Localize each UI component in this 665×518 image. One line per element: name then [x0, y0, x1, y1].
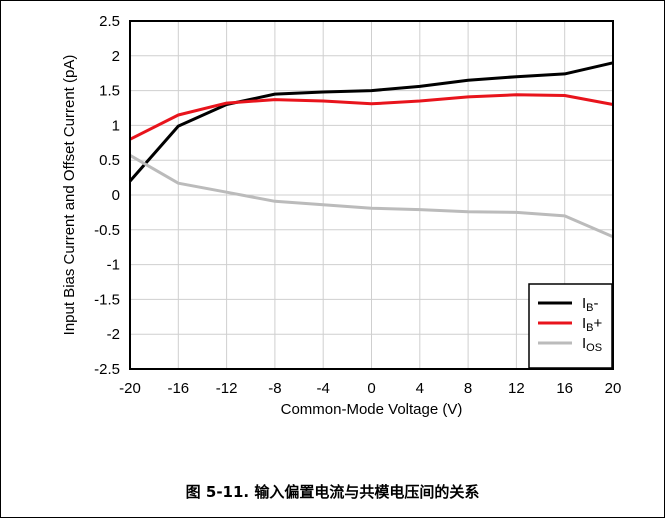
y-axis-title: Input Bias Current and Offset Current (p… — [61, 55, 78, 336]
x-tick-label: 0 — [367, 380, 375, 397]
x-tick-label: -8 — [268, 380, 281, 397]
legend-label: IOS — [582, 335, 602, 354]
y-tick-label: 1 — [112, 117, 120, 134]
y-tick-label: -0.5 — [94, 222, 120, 239]
legend-label: IB+ — [582, 315, 603, 334]
y-tick-label: -2.5 — [94, 361, 120, 378]
plot-area-border — [129, 20, 614, 370]
x-tick-label: -4 — [317, 380, 330, 397]
x-tick-label: -12 — [216, 380, 238, 397]
series-line-ib — [128, 61, 614, 183]
y-tick-label: 0 — [112, 187, 120, 204]
x-tick-label: 20 — [605, 380, 622, 397]
x-axis-title: Common-Mode Voltage (V) — [281, 401, 463, 418]
x-tick-label: -20 — [119, 380, 141, 397]
y-tick-label: 0.5 — [99, 152, 120, 169]
series-line-ib — [129, 93, 614, 141]
x-tick-label: -16 — [167, 380, 189, 397]
x-tick-label: 12 — [508, 380, 525, 397]
y-tick-label: -2 — [107, 326, 120, 343]
figure-caption: 图 5-11. 输入偏置电流与共模电压间的关系 — [185, 483, 480, 501]
y-tick-label: 2.5 — [99, 13, 120, 30]
y-tick-label: 2 — [112, 48, 120, 65]
y-tick-label: 1.5 — [99, 83, 120, 100]
legend-box — [528, 283, 613, 369]
legend: IB-IB+IOS — [528, 283, 613, 369]
tick-labels: -20 -16 -12 -8 -4 0 4 8 12 16 20 2.5 2 1.5 1 0.5 0 -0.5 -1… — [94, 13, 621, 397]
series-lines — [128, 61, 614, 239]
y-tick-label: -1.5 — [94, 291, 120, 308]
legend-label: IB- — [582, 295, 599, 314]
x-tick-label: 8 — [464, 380, 472, 397]
x-tick-label: 4 — [416, 380, 424, 397]
series-line-ios — [129, 154, 614, 239]
x-tick-label: 16 — [556, 380, 573, 397]
y-tick-label: -1 — [107, 257, 120, 274]
